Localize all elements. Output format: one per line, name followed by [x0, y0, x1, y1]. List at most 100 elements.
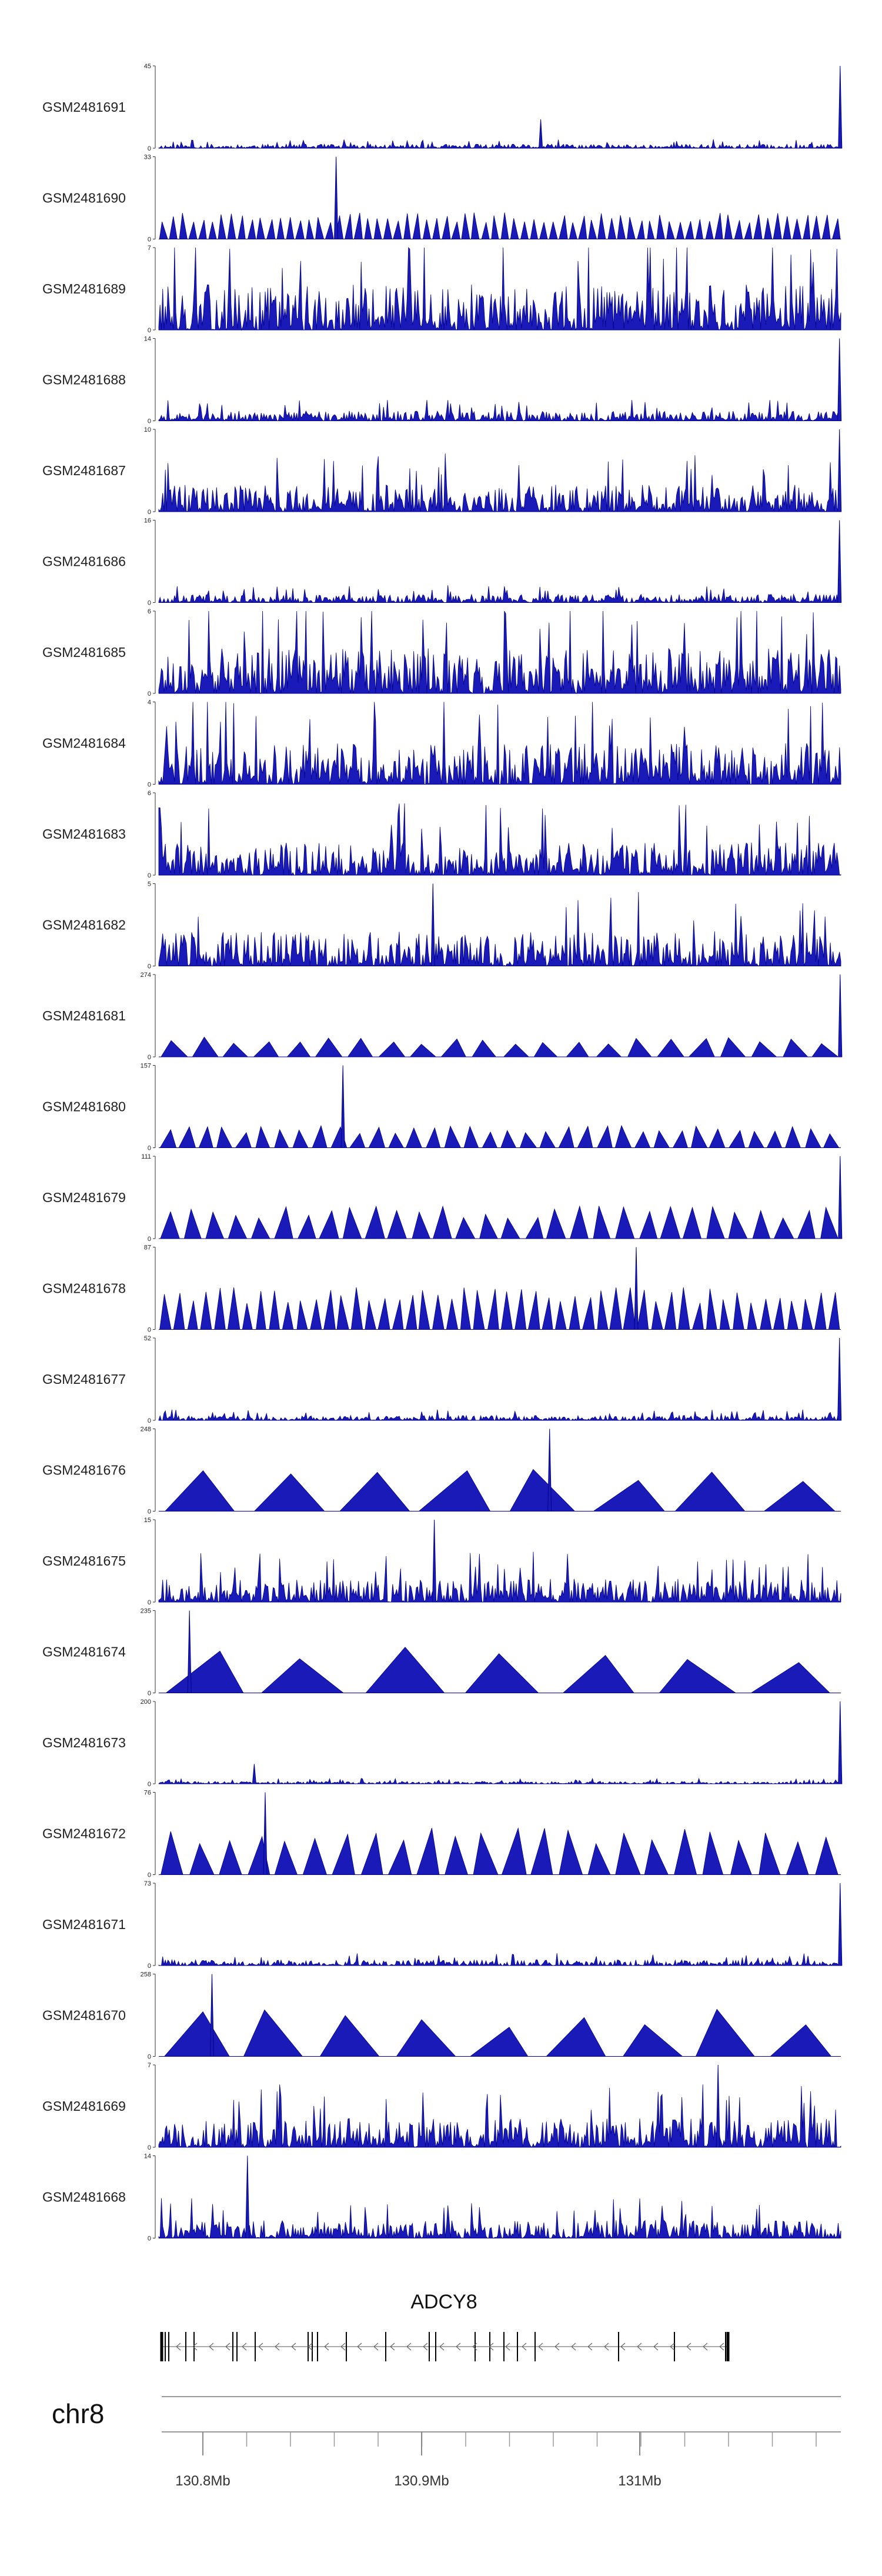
y-max-label: 111 [141, 1153, 151, 1160]
track-label: GSM2481684 [42, 736, 126, 751]
y-min-label: 0 [148, 782, 151, 789]
coverage-peak [252, 1764, 256, 1784]
coverage-area [158, 400, 841, 422]
y-min-label: 0 [148, 1145, 151, 1152]
y-max-label: 33 [144, 154, 151, 161]
coverage-track: GSM2481680 157 0 [42, 1063, 841, 1152]
coverage-track: GSM2481673 200 0 [42, 1699, 843, 1788]
coverage-peak [340, 1065, 345, 1148]
coverage-area [159, 1036, 841, 1057]
y-min-label: 0 [148, 1599, 151, 1606]
y-min-label: 0 [148, 1054, 151, 1061]
strand-arrow [456, 2343, 461, 2351]
track-label: GSM2481674 [42, 1644, 126, 1660]
coverage-area [158, 2084, 841, 2148]
y-max-label: 73 [144, 1880, 151, 1887]
coverage-area [158, 610, 841, 695]
strand-arrow [620, 2343, 626, 2351]
coverage-area [158, 702, 841, 785]
coverage-peak [837, 338, 842, 421]
coverage-peak [838, 1883, 843, 1966]
gene-annotation-track: ADCY8 [160, 2291, 730, 2361]
track-label: GSM2481679 [42, 1190, 126, 1205]
y-min-label: 0 [148, 1236, 151, 1243]
coverage-track: GSM2481685 6 0 [42, 608, 841, 698]
x-tick-label: 131Mb [618, 2473, 661, 2489]
coverage-track: GSM2481668 14 0 [42, 2153, 841, 2243]
y-min-label: 0 [148, 2235, 151, 2243]
y-max-label: 6 [148, 790, 151, 797]
y-min-label: 0 [148, 1327, 151, 1334]
y-max-label: 14 [144, 336, 151, 343]
strand-arrow [291, 2343, 296, 2351]
strand-arrow [308, 2343, 313, 2351]
y-min-label: 0 [148, 1417, 151, 1424]
coverage-peak [838, 1156, 843, 1239]
strand-arrow [637, 2343, 642, 2351]
strand-arrow [489, 2343, 494, 2351]
track-label: GSM2481683 [42, 826, 126, 842]
coverage-track: GSM2481670 258 0 [42, 1971, 841, 2061]
track-label: GSM2481673 [42, 1735, 126, 1750]
coverage-track: GSM2481686 16 0 [42, 518, 842, 607]
track-label: GSM2481688 [42, 372, 126, 388]
strand-arrow [538, 2343, 543, 2351]
coverage-area [158, 1953, 841, 1967]
y-max-label: 4 [148, 699, 151, 706]
strand-arrow [703, 2343, 708, 2351]
genome-axis: chr8 130.8Mb 130.9Mb 131Mb [52, 2396, 841, 2489]
coverage-area [158, 892, 841, 967]
coverage-track: GSM2481689 7 0 [42, 245, 841, 334]
strand-arrow [209, 2343, 214, 2351]
strand-arrow [472, 2343, 477, 2351]
track-label: GSM2481677 [42, 1372, 126, 1387]
y-min-label: 0 [148, 2144, 151, 2151]
track-label: GSM2481691 [42, 99, 126, 115]
y-min-label: 0 [148, 418, 151, 425]
coverage-track: GSM2481679 111 0 [42, 1153, 843, 1243]
y-min-label: 0 [148, 1872, 151, 1879]
coverage-peak [838, 1701, 843, 1784]
y-max-label: 274 [141, 972, 151, 979]
x-tick-label: 130.8Mb [175, 2473, 230, 2489]
strand-arrow [653, 2343, 659, 2351]
track-label: GSM2481672 [42, 1826, 126, 1841]
coverage-area [158, 2198, 841, 2239]
coverage-track: GSM2481684 4 0 [42, 699, 841, 789]
y-max-label: 5 [148, 881, 151, 888]
y-min-label: 0 [148, 1963, 151, 1970]
coverage-track: GSM2481688 14 0 [42, 336, 842, 425]
coverage-peak [716, 2064, 720, 2148]
y-min-label: 0 [148, 1781, 151, 1788]
y-max-label: 45 [144, 63, 151, 70]
track-label: GSM2481690 [42, 191, 126, 206]
strand-arrow [340, 2343, 346, 2351]
strand-arrow [423, 2343, 428, 2351]
coverage-area [159, 1827, 841, 1875]
y-min-label: 0 [148, 145, 151, 152]
coverage-track: GSM2481674 235 0 [42, 1608, 841, 1697]
strand-arrow [373, 2343, 379, 2351]
strand-arrow [258, 2343, 263, 2351]
y-max-label: 6 [148, 608, 151, 615]
strand-arrow [522, 2343, 527, 2351]
coverage-peak [245, 2155, 250, 2238]
strand-arrow [670, 2343, 675, 2351]
coverage-track: GSM2481687 10 0 [42, 426, 842, 516]
coverage-peak [838, 65, 843, 149]
strand-arrow [686, 2343, 691, 2351]
coverage-peak [209, 1974, 215, 2057]
track-label: GSM2481689 [42, 281, 126, 296]
track-label: GSM2481678 [42, 1281, 126, 1296]
strand-arrow [324, 2343, 329, 2351]
y-max-label: 7 [148, 2062, 151, 2069]
coverage-track: GSM2481676 248 0 [42, 1426, 841, 1516]
coverage-area [159, 212, 841, 239]
coverage-area [159, 1469, 841, 1511]
strand-arrow [275, 2343, 280, 2351]
y-max-label: 52 [144, 1335, 151, 1342]
coverage-peak [187, 1610, 192, 1693]
y-min-label: 0 [148, 509, 151, 516]
coverage-peak [838, 974, 843, 1057]
